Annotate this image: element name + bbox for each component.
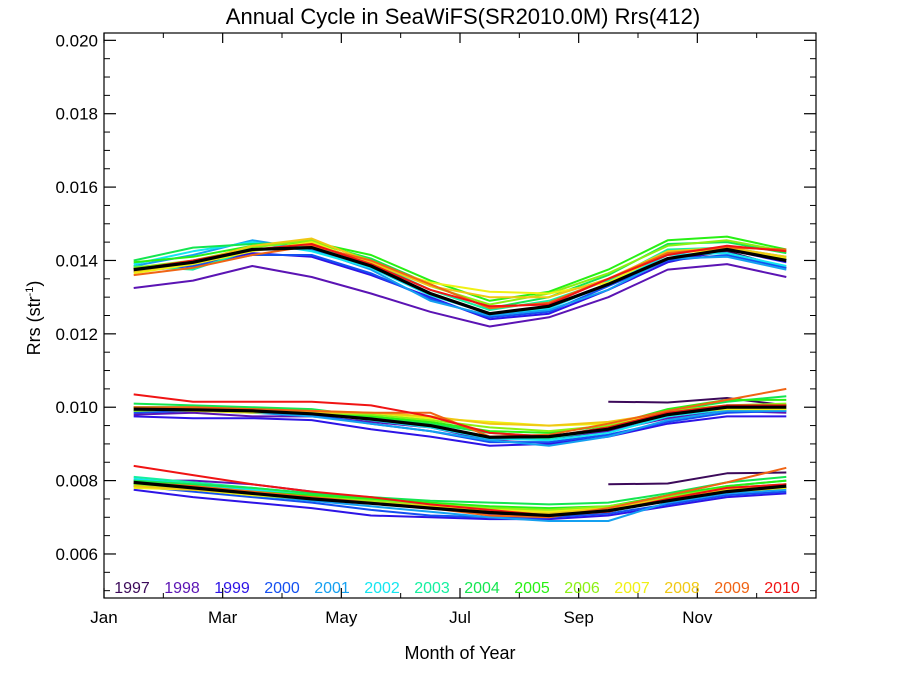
y-axis: 0.006 0.008 0.010 0.012 0.014 0.016 0.018 0.020 xyxy=(55,31,816,592)
x-tick-label: Nov xyxy=(682,608,713,627)
x-tick-label: Sep xyxy=(564,608,594,627)
series-line-1997 xyxy=(608,471,787,486)
legend-item-2001: 2001 xyxy=(314,580,350,597)
y-axis-label-superscript: -1 xyxy=(24,287,36,297)
x-tick-label: Jan xyxy=(90,608,117,627)
legend-item-2008: 2008 xyxy=(664,580,700,597)
y-axis-label-main: Rrs (str xyxy=(24,296,44,355)
legend-item-2006: 2006 xyxy=(564,580,600,597)
y-tick-label: 0.006 xyxy=(55,545,98,564)
series-line-2008 xyxy=(133,237,787,299)
y-axis-label: Rrs (str-1) xyxy=(24,281,44,356)
legend-item-1997: 1997 xyxy=(114,580,150,597)
legend-item-2005: 2005 xyxy=(514,580,550,597)
legend: 1997 1998 1999 2000 2001 2002 2003 2004 2005 2006… xyxy=(114,580,800,597)
mean-line xyxy=(133,480,787,518)
plot-area: Jan Mar May Jul Sep Nov 0.0060.0080.0100.0120… xyxy=(55,31,817,627)
series-line-1997 xyxy=(608,397,787,407)
x-tick-label: Mar xyxy=(208,608,238,627)
mean-line xyxy=(133,246,787,316)
series-layer xyxy=(133,235,787,522)
x-axis-label: Month of Year xyxy=(404,643,515,663)
series-line-1999 xyxy=(133,415,787,447)
plot-frame xyxy=(103,32,817,599)
y-tick-label: 0.018 xyxy=(55,105,98,124)
series-group-3 xyxy=(133,464,787,522)
series-line-2009 xyxy=(133,244,787,310)
series-line-2010 xyxy=(133,464,787,517)
legend-item-2000: 2000 xyxy=(264,580,300,597)
y-axis-label-tail: ) xyxy=(24,281,44,287)
y-tick-label: 0.010 xyxy=(55,398,98,417)
legend-item-2004: 2004 xyxy=(464,580,500,597)
y-tick-label: 0.016 xyxy=(55,178,98,197)
x-tick-label: May xyxy=(325,608,358,627)
series-line-2004 xyxy=(133,475,787,506)
legend-item-2010: 2010 xyxy=(764,580,800,597)
y-tick-label: 0.012 xyxy=(55,325,98,344)
series-line-2010 xyxy=(133,393,787,438)
x-tick-label: Jul xyxy=(449,608,471,627)
legend-item-1999: 1999 xyxy=(214,580,250,597)
series-group-2 xyxy=(133,387,787,447)
y-tick-label: 0.020 xyxy=(55,31,98,50)
legend-item-2009: 2009 xyxy=(714,580,750,597)
chart-title: Annual Cycle in SeaWiFS(SR2010.0M) Rrs(4… xyxy=(226,4,700,29)
y-tick-label: 0.014 xyxy=(55,251,98,270)
y-tick-label: 0.008 xyxy=(55,472,98,491)
legend-item-2007: 2007 xyxy=(614,580,650,597)
mean-line xyxy=(133,405,787,439)
legend-item-1998: 1998 xyxy=(164,580,200,597)
series-line-1999 xyxy=(133,488,787,521)
legend-item-2002: 2002 xyxy=(364,580,400,597)
legend-item-2003: 2003 xyxy=(414,580,450,597)
series-line-1998 xyxy=(133,263,787,328)
x-axis: Jan Mar May Jul Sep Nov xyxy=(90,33,758,627)
series-group-1 xyxy=(133,235,787,328)
series-line-2000 xyxy=(133,485,787,519)
